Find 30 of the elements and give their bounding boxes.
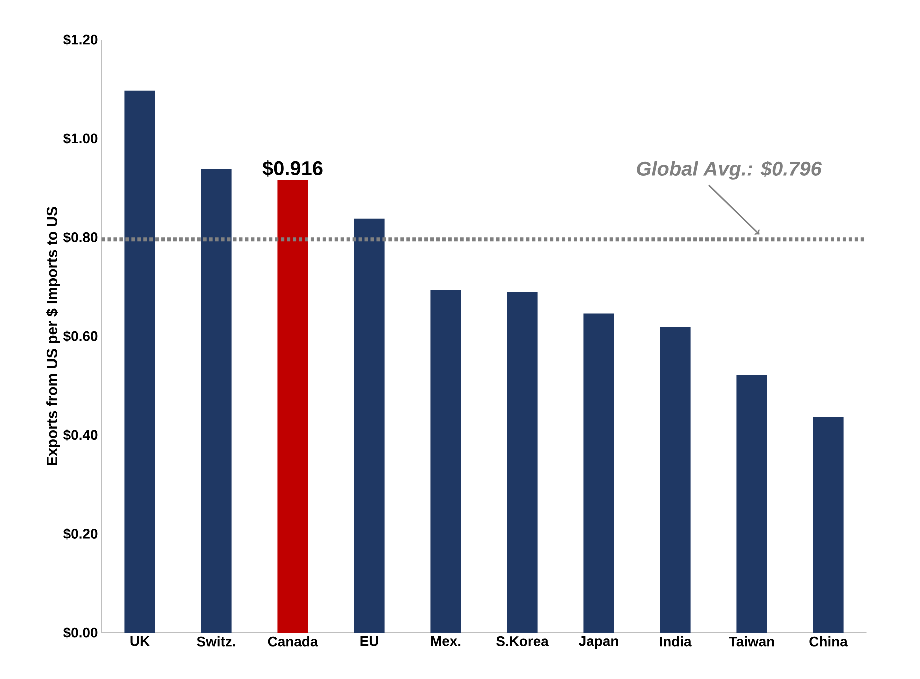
y-tick-label: $1.00 [64,133,98,145]
y-axis-title: Exports from US per $ Imports to US [46,207,60,466]
bar [736,375,768,633]
y-tick-label: $0.40 [64,430,98,442]
bar [430,290,462,633]
y-tick-label: $0.20 [64,528,98,540]
x-tick-label: UK [130,636,150,646]
bar [660,327,691,633]
y-tick-label: $0.80 [64,232,98,244]
x-tick-label: Canada [268,636,318,647]
bar [354,218,385,633]
x-tick-label: Taiwan [729,636,774,647]
y-tick-label: $0.00 [64,627,98,639]
ref-line-label: Global Avg.: $0.796 [637,160,822,180]
bar [201,168,232,633]
x-tick-label: Mex. [431,636,461,646]
x-tick-label: Switz. [197,636,236,647]
x-tick-label: S.Korea [496,636,549,646]
y-tick-label: $1.20 [64,34,98,46]
x-tick-label: China [810,636,848,647]
bar [584,314,614,633]
x-tick-label: EU [360,636,378,646]
x-tick-label: Japan [579,636,618,649]
bar [507,292,538,633]
data-label: $0.916 [262,160,323,177]
x-tick-label: India [660,636,692,647]
bar [124,90,156,633]
y-tick-label: $0.60 [64,330,98,342]
bar [813,417,844,633]
bar [278,180,308,633]
